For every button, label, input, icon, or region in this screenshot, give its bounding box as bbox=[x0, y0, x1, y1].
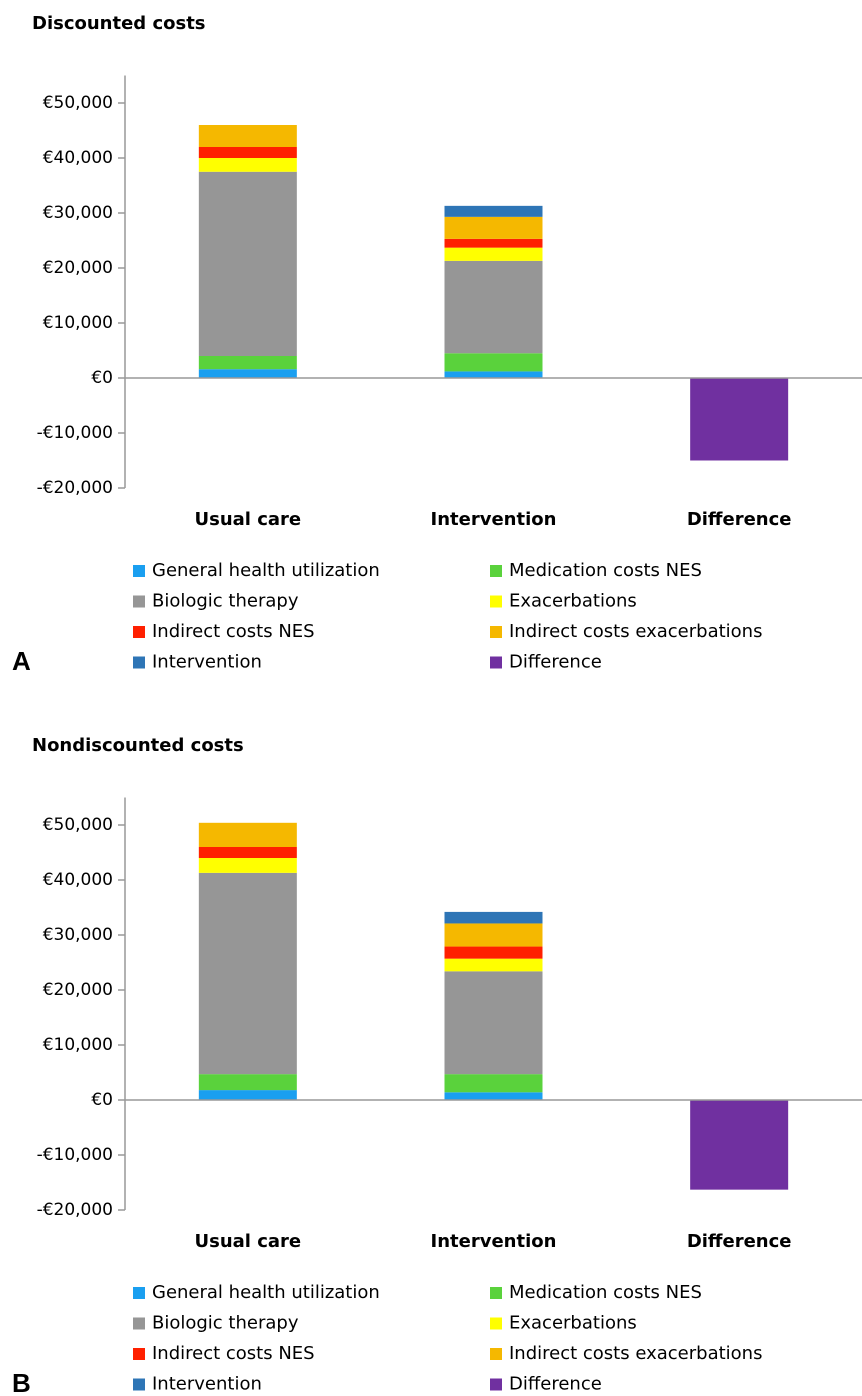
y-tick-label: €40,000 bbox=[43, 148, 113, 168]
y-tick-label: €10,000 bbox=[43, 1035, 113, 1055]
x-tick-label: Difference bbox=[687, 509, 792, 530]
bar-segment bbox=[198, 1090, 297, 1100]
bar-segment bbox=[444, 371, 543, 378]
y-tick-label: €10,000 bbox=[43, 313, 113, 333]
bar-segment bbox=[444, 353, 543, 372]
y-tick-label: €50,000 bbox=[43, 93, 113, 113]
legend-label: Exacerbations bbox=[509, 1313, 637, 1334]
x-tick-label: Intervention bbox=[431, 509, 557, 530]
legend-swatch bbox=[490, 1348, 502, 1360]
bar-segment bbox=[444, 946, 543, 959]
legend-swatch bbox=[133, 595, 145, 608]
legend-label: Exacerbations bbox=[509, 591, 637, 612]
legend-swatch bbox=[490, 656, 502, 669]
chart-title: Discounted costs bbox=[32, 13, 206, 34]
legend-swatch bbox=[133, 565, 145, 577]
x-tick-label: Usual care bbox=[195, 509, 302, 530]
bar-segment bbox=[198, 356, 297, 370]
y-tick-label: -€10,000 bbox=[37, 1145, 113, 1165]
panel-label: A bbox=[12, 646, 31, 676]
x-tick-label: Usual care bbox=[195, 1231, 302, 1252]
bar-segment bbox=[690, 378, 789, 461]
bar-segment bbox=[444, 911, 543, 924]
bar-segment bbox=[198, 847, 297, 858]
legend-swatch bbox=[490, 1287, 502, 1299]
legend-swatch bbox=[490, 1378, 502, 1391]
bar-segment bbox=[444, 1092, 543, 1100]
legend-label: Intervention bbox=[152, 652, 262, 673]
legend-label: Indirect costs exacerbations bbox=[509, 1343, 762, 1364]
bar-segment bbox=[198, 158, 297, 172]
legend-swatch bbox=[490, 595, 502, 608]
bar-segment bbox=[444, 958, 543, 972]
bar-segment bbox=[444, 971, 543, 1075]
bar-segment bbox=[444, 205, 543, 217]
bar-segment bbox=[198, 147, 297, 158]
bar-segment bbox=[444, 260, 543, 354]
legend-label: Difference bbox=[509, 1374, 602, 1395]
bar-segment bbox=[444, 238, 543, 248]
legend-label: Biologic therapy bbox=[152, 1313, 299, 1334]
y-tick-label: €0 bbox=[91, 368, 113, 388]
legend-swatch bbox=[133, 626, 145, 638]
bar-segment bbox=[444, 1074, 543, 1093]
legend-swatch bbox=[133, 1317, 145, 1330]
bar-segment bbox=[198, 171, 297, 356]
bar-segment bbox=[198, 858, 297, 873]
chart-title: Nondiscounted costs bbox=[32, 735, 244, 756]
bar-segment bbox=[690, 1100, 789, 1190]
bar-segment bbox=[444, 923, 543, 947]
legend-swatch bbox=[133, 1378, 145, 1391]
bar-segment bbox=[198, 822, 297, 847]
legend-label: Biologic therapy bbox=[152, 591, 299, 612]
bar-segment bbox=[198, 1074, 297, 1091]
bar-segment bbox=[198, 369, 297, 378]
legend-label: Indirect costs exacerbations bbox=[509, 621, 762, 642]
legend-label: Indirect costs NES bbox=[152, 621, 315, 642]
legend-swatch bbox=[490, 565, 502, 577]
legend-label: Medication costs NES bbox=[509, 560, 702, 581]
bar-segment bbox=[198, 872, 297, 1075]
legend-label: Indirect costs NES bbox=[152, 1343, 315, 1364]
legend-label: General health utilization bbox=[152, 1282, 380, 1303]
bar-segment bbox=[198, 125, 297, 147]
legend-label: General health utilization bbox=[152, 560, 380, 581]
y-tick-label: -€10,000 bbox=[37, 423, 113, 443]
y-tick-label: €30,000 bbox=[43, 925, 113, 945]
x-tick-label: Intervention bbox=[431, 1231, 557, 1252]
legend-label: Intervention bbox=[152, 1374, 262, 1395]
y-tick-label: -€20,000 bbox=[37, 1200, 113, 1220]
bar-segment bbox=[444, 247, 543, 261]
legend-swatch bbox=[490, 1317, 502, 1330]
y-tick-label: €50,000 bbox=[43, 815, 113, 835]
y-tick-label: €40,000 bbox=[43, 870, 113, 890]
legend-swatch bbox=[490, 626, 502, 638]
legend-label: Difference bbox=[509, 652, 602, 673]
legend-swatch bbox=[133, 1287, 145, 1299]
y-tick-label: €30,000 bbox=[43, 203, 113, 223]
legend-label: Medication costs NES bbox=[509, 1282, 702, 1303]
y-tick-label: -€20,000 bbox=[37, 478, 113, 498]
x-tick-label: Difference bbox=[687, 1231, 792, 1252]
y-tick-label: €20,000 bbox=[43, 258, 113, 278]
y-tick-label: €20,000 bbox=[43, 980, 113, 1000]
legend-swatch bbox=[133, 1348, 145, 1360]
bar-segment bbox=[444, 216, 543, 239]
y-tick-label: €0 bbox=[91, 1090, 113, 1110]
panel-label: B bbox=[12, 1368, 31, 1396]
legend-swatch bbox=[133, 656, 145, 669]
